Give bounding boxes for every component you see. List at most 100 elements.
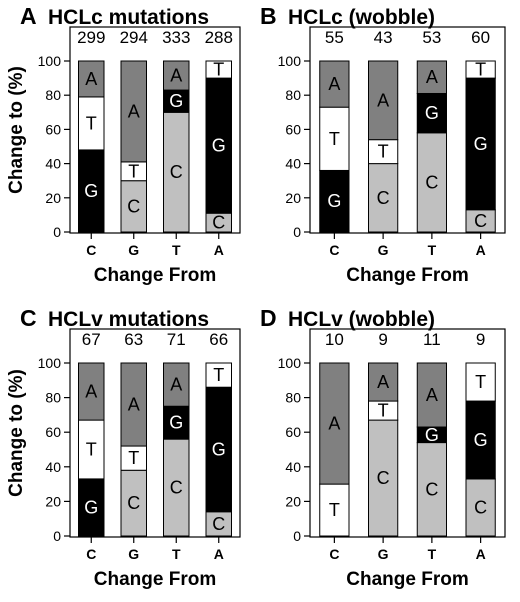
panel-d-ytick-label: 80 <box>285 390 301 406</box>
panel-d-segment-label: G <box>425 425 439 445</box>
panel-a-xtick-label: C <box>86 242 96 258</box>
panel-a-segment-label: C <box>127 196 140 216</box>
panel-b-ytick-label: 0 <box>293 224 301 240</box>
panel-d-segment-label: G <box>474 430 488 450</box>
panel-c-bar-t-to-g <box>163 405 190 440</box>
panel-b-segment-label: C <box>425 172 438 192</box>
panel-c-segment-label: T <box>86 440 97 460</box>
panel-d-title: HCLv (wobble) <box>288 308 435 331</box>
panel-c-bar-t-to-a <box>163 362 190 407</box>
panel-b-bar-t-to-g <box>416 92 447 134</box>
panel-b-bar-t-to-a <box>416 60 447 94</box>
panel-c-bar-c-to-a <box>78 362 105 421</box>
panel-c-xtick-label: G <box>128 546 139 562</box>
panel-d-segment-label: T <box>329 500 340 520</box>
panel-d-segment-label: C <box>377 468 390 488</box>
panel-d-count: 9 <box>476 330 485 349</box>
panel-c-ytick-label: 0 <box>53 528 61 544</box>
panel-d-bar-t-to-a <box>416 362 447 428</box>
panel-d-segment-label: T <box>475 372 486 392</box>
panel-b-xtick-label: A <box>476 242 486 258</box>
panel-d-xtick-label: A <box>476 546 486 562</box>
panel-c-label: C <box>20 305 37 331</box>
panel-d-ytick-label: 100 <box>278 355 302 371</box>
panel-a-xtick-label: G <box>128 242 139 258</box>
panel-a-xtick-label: A <box>214 242 224 258</box>
panel-d-frame <box>309 328 506 538</box>
panel-b-xtick-label: T <box>428 242 437 258</box>
panel-b-xlabel: Change From <box>346 265 468 286</box>
panel-a-count: 333 <box>162 28 190 47</box>
panel-c-count: 71 <box>167 330 186 349</box>
panel-d-bar-a-to-g <box>465 400 496 480</box>
panel-c-xtick-label: C <box>86 546 96 562</box>
panel-a-segment-label: T <box>128 161 139 181</box>
panel-d-ytick-label: 20 <box>285 493 301 509</box>
panel-d-segment-label: C <box>474 497 487 517</box>
panel-c-ytick-label: 80 <box>45 390 61 406</box>
panel-c-bar-a-to-g <box>205 386 232 513</box>
panel-b-segment-label: T <box>329 129 340 149</box>
panel-a-ytick-label: 0 <box>53 224 61 240</box>
panel-c-xtick-label: T <box>172 546 181 562</box>
panel-b-bar-g-to-a <box>368 60 399 141</box>
panel-b-segment-label: A <box>377 90 389 110</box>
panel-a-segment-label: C <box>212 213 225 233</box>
panel-b-segment-label: T <box>475 60 486 80</box>
panel-a-ytick-label: 80 <box>45 87 61 103</box>
panel-c-segment-label: C <box>127 493 140 513</box>
panel-b-frame <box>309 26 506 234</box>
panel-c-segment-label: T <box>213 365 224 385</box>
panel-d-label: D <box>260 305 277 331</box>
panel-c-ytick-label: 40 <box>45 459 61 475</box>
panel-c-bar-a-to-t <box>205 362 232 388</box>
panel-c-segment-label: G <box>169 413 183 433</box>
panel-d-bar-a-to-c <box>465 478 496 537</box>
panel-d-count: 10 <box>325 330 344 349</box>
panel-b-label: B <box>260 3 277 29</box>
panel-a-xtick-label: T <box>172 242 181 258</box>
panel-b-segment-label: C <box>474 211 487 231</box>
panel-b-ytick-label: 60 <box>285 121 301 137</box>
panel-d-segment-label: A <box>328 414 340 434</box>
panel-c-ytick-label: 100 <box>38 355 62 371</box>
panel-c-segment-label: C <box>212 514 225 534</box>
panel-a-ytick-label: 60 <box>45 121 61 137</box>
panel-a-ytick-label: 40 <box>45 156 61 172</box>
panel-c-xlabel: Change From <box>94 569 216 590</box>
panel-d-bar-c-to-t <box>319 483 350 537</box>
panel-a-bar-a-to-t <box>205 60 232 79</box>
panel-a-segment-label: A <box>85 69 97 89</box>
panel-d-ytick-label: 0 <box>293 528 301 544</box>
panel-b-segment-label: A <box>328 74 340 94</box>
panel-d-bar-c-to-a <box>319 362 350 485</box>
panel-c-segment-label: A <box>170 375 182 395</box>
panel-a-bar-c-to-g <box>78 149 105 233</box>
panel-b-count: 60 <box>471 28 490 47</box>
panel-d-bar-t-to-c <box>416 442 447 537</box>
panel-b-segment-label: G <box>474 134 488 154</box>
panel-a-segment-label: C <box>170 162 183 182</box>
panel-d-segment-label: C <box>425 479 438 499</box>
panel-d-segment-label: A <box>377 372 389 392</box>
panel-b-bar-a-to-t <box>465 60 496 79</box>
panel-c-title: HCLv mutations <box>48 308 209 331</box>
panel-c-segment-label: C <box>170 478 183 498</box>
panel-a-segment-label: G <box>84 181 98 201</box>
panel-b-bar-a-to-g <box>465 77 496 211</box>
panel-c-count: 63 <box>124 330 143 349</box>
panel-a-segment-label: A <box>170 66 182 86</box>
panel-a-ylabel: Change to (%) <box>6 66 27 194</box>
panel-b-count: 55 <box>325 28 344 47</box>
panel-a-frame <box>69 26 241 234</box>
panel-c-segment-label: G <box>84 497 98 517</box>
panel-b-segment-label: A <box>426 67 438 87</box>
panel-d-xtick-label: T <box>428 546 437 562</box>
panel-d-xtick-label: C <box>329 546 339 562</box>
panel-c-segment-label: A <box>85 382 97 402</box>
panel-b-segment-label: G <box>327 191 341 211</box>
panel-a-title: HCLc mutations <box>48 6 209 29</box>
panel-c-ylabel: Change to (%) <box>6 369 27 497</box>
panel-a-segment-label: A <box>128 101 140 121</box>
